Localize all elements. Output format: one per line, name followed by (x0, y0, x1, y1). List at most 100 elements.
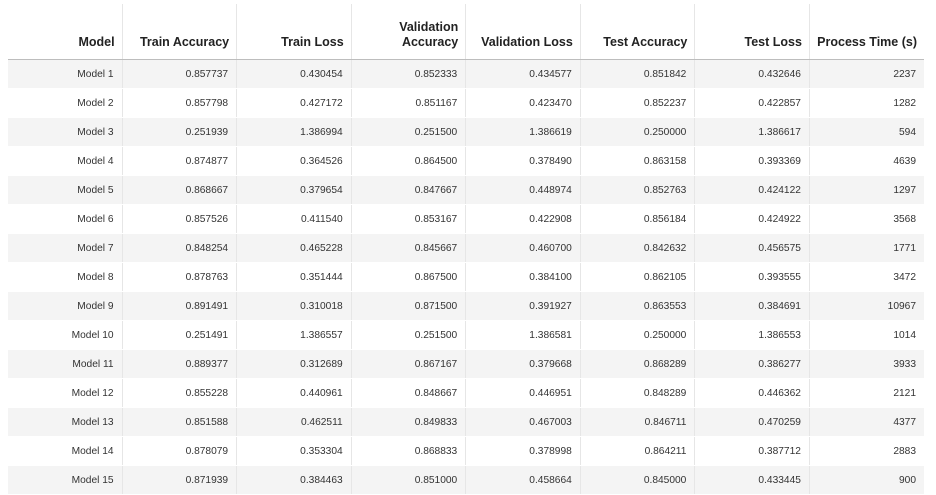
process-time-cell: 4377 (808, 407, 924, 437)
test-accuracy-cell: 0.868289 (579, 349, 695, 379)
validation-loss-cell: 0.446951 (465, 378, 581, 408)
process-time-cell: 900 (808, 465, 924, 495)
train-loss-cell: 0.351444 (236, 262, 352, 292)
train-accuracy-cell: 0.874877 (121, 146, 237, 176)
validation-accuracy-cell: 0.852333 (350, 59, 466, 89)
validation-accuracy-cell: 0.871500 (350, 291, 466, 321)
column-header-model: Model (8, 4, 123, 60)
train-accuracy-cell: 0.251491 (121, 320, 237, 350)
column-header-validation-accuracy: Validation Accuracy (350, 4, 466, 60)
train-loss-cell: 0.353304 (236, 436, 352, 466)
process-time-cell: 1014 (808, 320, 924, 350)
test-accuracy-cell: 0.863553 (579, 291, 695, 321)
validation-loss-cell: 0.378998 (465, 436, 581, 466)
test-accuracy-cell: 0.848289 (579, 378, 695, 408)
test-loss-cell: 0.432646 (694, 59, 810, 89)
train-accuracy-cell: 0.889377 (121, 349, 237, 379)
column-header-test-loss: Test Loss (694, 4, 810, 60)
validation-accuracy-cell: 0.851000 (350, 465, 466, 495)
train-accuracy-cell: 0.848254 (121, 233, 237, 263)
table-row: Model 1 0.857737 0.430454 0.852333 0.434577 0… (8, 59, 924, 89)
results-table: Model Train Accuracy Train Loss Validati… (8, 4, 924, 495)
validation-accuracy-cell: 0.868833 (350, 436, 466, 466)
test-loss-cell: 0.470259 (694, 407, 810, 437)
results-table-container: Model Train Accuracy Train Loss Validati… (8, 4, 924, 495)
train-loss-cell: 1.386557 (236, 320, 352, 350)
train-loss-cell: 0.440961 (236, 378, 352, 408)
column-header-train-accuracy: Train Accuracy (121, 4, 237, 60)
table-row: Model 10 0.251491 1.386557 0.251500 1.386581… (8, 320, 924, 350)
test-accuracy-cell: 0.862105 (579, 262, 695, 292)
table-row: Model 11 0.889377 0.312689 0.867167 0.379668… (8, 349, 924, 379)
process-time-cell: 1282 (808, 88, 924, 118)
validation-loss-cell: 0.384100 (465, 262, 581, 292)
train-accuracy-cell: 0.857737 (121, 59, 237, 89)
test-loss-cell: 1.386553 (694, 320, 810, 350)
train-loss-cell: 0.312689 (236, 349, 352, 379)
train-accuracy-cell: 0.857526 (121, 204, 237, 234)
train-accuracy-cell: 0.878763 (121, 262, 237, 292)
test-accuracy-cell: 0.863158 (579, 146, 695, 176)
train-accuracy-cell: 0.891491 (121, 291, 237, 321)
train-loss-cell: 0.379654 (236, 175, 352, 205)
table-row: Model 2 0.857798 0.427172 0.851167 0.423470 0… (8, 88, 924, 118)
model-name-cell: Model 7 (8, 233, 123, 263)
column-header-test-accuracy: Test Accuracy (579, 4, 695, 60)
test-loss-cell: 0.387712 (694, 436, 810, 466)
model-name-cell: Model 1 (8, 59, 123, 89)
test-loss-cell: 0.424922 (694, 204, 810, 234)
validation-accuracy-cell: 0.853167 (350, 204, 466, 234)
test-accuracy-cell: 0.250000 (579, 320, 695, 350)
table-row: Model 7 0.848254 0.465228 0.845667 0.460700 0… (8, 233, 924, 263)
column-header-validation-loss: Validation Loss (465, 4, 581, 60)
table-row: Model 12 0.855228 0.440961 0.848667 0.446951… (8, 378, 924, 408)
validation-accuracy-cell: 0.845667 (350, 233, 466, 263)
train-accuracy-cell: 0.868667 (121, 175, 237, 205)
validation-accuracy-cell: 0.847667 (350, 175, 466, 205)
column-header-train-loss: Train Loss (236, 4, 352, 60)
validation-accuracy-cell: 0.848667 (350, 378, 466, 408)
process-time-cell: 4639 (808, 146, 924, 176)
model-name-cell: Model 9 (8, 291, 123, 321)
model-name-cell: Model 14 (8, 436, 123, 466)
test-accuracy-cell: 0.842632 (579, 233, 695, 263)
model-name-cell: Model 6 (8, 204, 123, 234)
validation-accuracy-cell: 0.864500 (350, 146, 466, 176)
validation-loss-cell: 0.434577 (465, 59, 581, 89)
train-accuracy-cell: 0.871939 (121, 465, 237, 495)
train-loss-cell: 0.430454 (236, 59, 352, 89)
table-row: Model 4 0.874877 0.364526 0.864500 0.378490 0… (8, 146, 924, 176)
train-loss-cell: 1.386994 (236, 117, 352, 147)
table-body: Model 1 0.857737 0.430454 0.852333 0.434577 0… (8, 59, 924, 495)
model-name-cell: Model 3 (8, 117, 123, 147)
validation-loss-cell: 0.378490 (465, 146, 581, 176)
test-accuracy-cell: 0.852237 (579, 88, 695, 118)
test-accuracy-cell: 0.250000 (579, 117, 695, 147)
model-name-cell: Model 12 (8, 378, 123, 408)
train-loss-cell: 0.310018 (236, 291, 352, 321)
test-accuracy-cell: 0.851842 (579, 59, 695, 89)
validation-loss-cell: 0.379668 (465, 349, 581, 379)
table-row: Model 9 0.891491 0.310018 0.871500 0.391927 0… (8, 291, 924, 321)
table-row: Model 15 0.871939 0.384463 0.851000 0.458664… (8, 465, 924, 495)
validation-loss-cell: 1.386619 (465, 117, 581, 147)
process-time-cell: 2121 (808, 378, 924, 408)
table-row: Model 8 0.878763 0.351444 0.867500 0.384100 0… (8, 262, 924, 292)
train-accuracy-cell: 0.851588 (121, 407, 237, 437)
model-name-cell: Model 8 (8, 262, 123, 292)
test-accuracy-cell: 0.845000 (579, 465, 695, 495)
test-loss-cell: 0.393555 (694, 262, 810, 292)
test-loss-cell: 1.386617 (694, 117, 810, 147)
test-loss-cell: 0.424122 (694, 175, 810, 205)
table-row: Model 14 0.878079 0.353304 0.868833 0.378998… (8, 436, 924, 466)
process-time-cell: 1771 (808, 233, 924, 263)
table-row: Model 5 0.868667 0.379654 0.847667 0.448974 0… (8, 175, 924, 205)
process-time-cell: 3933 (808, 349, 924, 379)
process-time-cell: 3472 (808, 262, 924, 292)
test-loss-cell: 0.433445 (694, 465, 810, 495)
process-time-cell: 3568 (808, 204, 924, 234)
train-loss-cell: 0.411540 (236, 204, 352, 234)
train-loss-cell: 0.465228 (236, 233, 352, 263)
model-name-cell: Model 13 (8, 407, 123, 437)
train-loss-cell: 0.384463 (236, 465, 352, 495)
